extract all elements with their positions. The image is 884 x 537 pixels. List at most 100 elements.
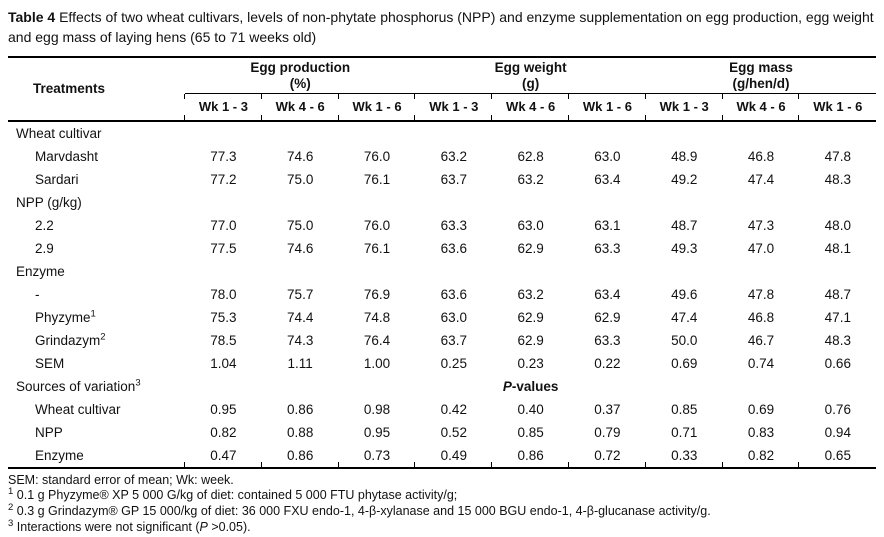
table-cell: 77.5: [210, 240, 237, 256]
subheader-wk: Wk 1 - 3: [184, 93, 262, 122]
table-cell: 63.0: [440, 309, 467, 325]
table-cell: 47.0: [747, 240, 775, 256]
table-cell: 0.40: [517, 401, 544, 417]
table-cell: 74.6: [287, 148, 314, 164]
table-cell: 46.8: [747, 148, 775, 164]
table-cell: 0.49: [414, 443, 493, 469]
table-row: Marvdasht 77.3 74.6 76.0 63.2 62.8 63.0 48.9 46.…: [8, 145, 876, 168]
row-label: Wheat cultivar: [16, 125, 102, 141]
table-cell: 63.3: [594, 240, 621, 256]
table-caption-text: Effects of two wheat cultivars, levels o…: [8, 9, 874, 45]
row-label: Enzyme: [8, 443, 185, 469]
table-cell: 0.25: [440, 355, 467, 371]
row-label: NPP (g/kg): [16, 194, 82, 210]
table-cell: 0.86: [287, 401, 314, 417]
table-cell: 47.1: [824, 309, 851, 325]
table-cell: 47.4: [747, 171, 775, 187]
group-unit: (g/hen/d): [732, 75, 790, 91]
table-cell: 76.4: [363, 332, 391, 348]
table-caption: Table 4 Effects of two wheat cultivars, …: [8, 8, 880, 47]
table-cell: 0.66: [824, 355, 851, 371]
table-cell: 0.86: [260, 443, 339, 469]
table-cell: 74.4: [287, 309, 314, 325]
table-cell: 48.7: [671, 217, 698, 233]
table-cell: 0.23: [517, 355, 544, 371]
table-cell: 63.7: [440, 171, 467, 187]
row-label: NPP: [35, 424, 63, 440]
table-cell: 0.85: [517, 424, 544, 440]
table-cell: 0.33: [644, 443, 723, 469]
table-cell: 63.0: [517, 217, 544, 233]
table-cell: 76.9: [363, 286, 391, 302]
group-header-egg-mass: Egg mass (g/hen/d): [645, 57, 877, 94]
footnote: SEM: standard error of mean; Wk: week.: [8, 472, 234, 487]
table-cell: 77.3: [210, 148, 237, 164]
table-caption-number: Table 4: [8, 9, 56, 25]
table-cell: 47.8: [824, 148, 851, 164]
table-cell: 49.3: [671, 240, 698, 256]
table-cell: 77.0: [210, 217, 237, 233]
table-row: Wheat cultivar: [8, 121, 876, 145]
table-cell: 78.0: [210, 286, 237, 302]
table-cell: 0.95: [210, 401, 237, 417]
table-row: - 78.0 75.7 76.9 63.6 63.2 63.4 49.6 47.8 48.7: [8, 283, 876, 306]
table-cell: 77.2: [210, 171, 237, 187]
table-cell: 63.0: [594, 148, 621, 164]
table-cell: 0.83: [747, 424, 775, 440]
table-cell: 76.0: [363, 148, 391, 164]
table-row: 2.9 77.5 74.6 76.1 63.6 62.9 63.3 49.3 47.0 48.1: [8, 237, 876, 260]
table-cell: 75.3: [210, 309, 237, 325]
table-cell: 0.69: [671, 355, 698, 371]
table-cell: 0.47: [184, 443, 262, 469]
table-cell: 62.9: [517, 309, 544, 325]
table-cell: 0.86: [491, 443, 570, 469]
table-cell: 0.72: [568, 443, 646, 469]
table-cell: 0.79: [594, 424, 621, 440]
table-body: Wheat cultivar Marvdasht 77.3 74.6 76.0 63.2 6…: [8, 121, 877, 469]
table-cell: 76.1: [363, 171, 391, 187]
table-cell: 0.88: [287, 424, 314, 440]
table-cell: 47.8: [747, 286, 775, 302]
row-label: Wheat cultivar: [35, 401, 121, 417]
table-cell: 48.7: [824, 286, 851, 302]
subheader-wk: Wk 1 - 3: [644, 93, 723, 122]
row-label: Sources of variation3: [16, 377, 141, 394]
table-cell: 62.9: [594, 309, 621, 325]
table-cell: 0.65: [798, 443, 877, 469]
table-cell: 48.3: [824, 332, 851, 348]
group-title: Egg production: [250, 60, 351, 76]
table-row: Enzyme 0.47 0.86 0.73 0.49 0.86 0.72 0.33 0.82 0.…: [8, 443, 877, 469]
row-label: Sardari: [35, 171, 79, 187]
table-cell: 1.00: [363, 355, 391, 371]
table-cell: 1.04: [210, 355, 237, 371]
group-title: Egg mass: [729, 60, 793, 76]
treatments-header: Treatments: [8, 57, 185, 122]
table-cell: 0.94: [824, 424, 851, 440]
group-header-egg-weight: Egg weight (g): [415, 57, 646, 94]
group-unit: (%): [289, 75, 311, 91]
table-cell: 75.0: [287, 217, 314, 233]
table-cell: 74.6: [287, 240, 314, 256]
table-cell: 0.73: [337, 443, 416, 469]
footnotes: SEM: standard error of mean; Wk: week. 1 …: [8, 473, 880, 536]
table-cell: 74.3: [287, 332, 314, 348]
row-label: Enzyme: [16, 263, 65, 279]
table-cell: 49.2: [671, 171, 698, 187]
table-cell: 48.0: [824, 217, 851, 233]
table-cell: 0.52: [440, 424, 467, 440]
table-cell: 0.22: [594, 355, 621, 371]
subheader-row: Wk 1 - 3 Wk 4 - 6 Wk 1 - 6 Wk 1 - 3 Wk 4…: [8, 93, 877, 122]
table-row: SEM 1.04 1.11 1.00 0.25 0.23 0.22 0.69 0.74 0.66: [8, 352, 876, 375]
table-cell: 63.1: [594, 217, 621, 233]
table-cell: 0.74: [747, 355, 775, 371]
table-cell: 50.0: [671, 332, 698, 348]
table-cell: 75.7: [287, 286, 314, 302]
table-cell: 62.9: [517, 240, 544, 256]
table-cell: 62.8: [517, 148, 544, 164]
table-cell: 76.0: [363, 217, 391, 233]
table-cell: 48.9: [671, 148, 698, 164]
table-row: Phyzyme1 75.3 74.4 74.8 63.0 62.9 62.9 47.4 46.8…: [8, 306, 876, 329]
table-cell: 74.8: [363, 309, 391, 325]
table-cell: 63.6: [440, 286, 467, 302]
table-cell: 63.7: [440, 332, 467, 348]
